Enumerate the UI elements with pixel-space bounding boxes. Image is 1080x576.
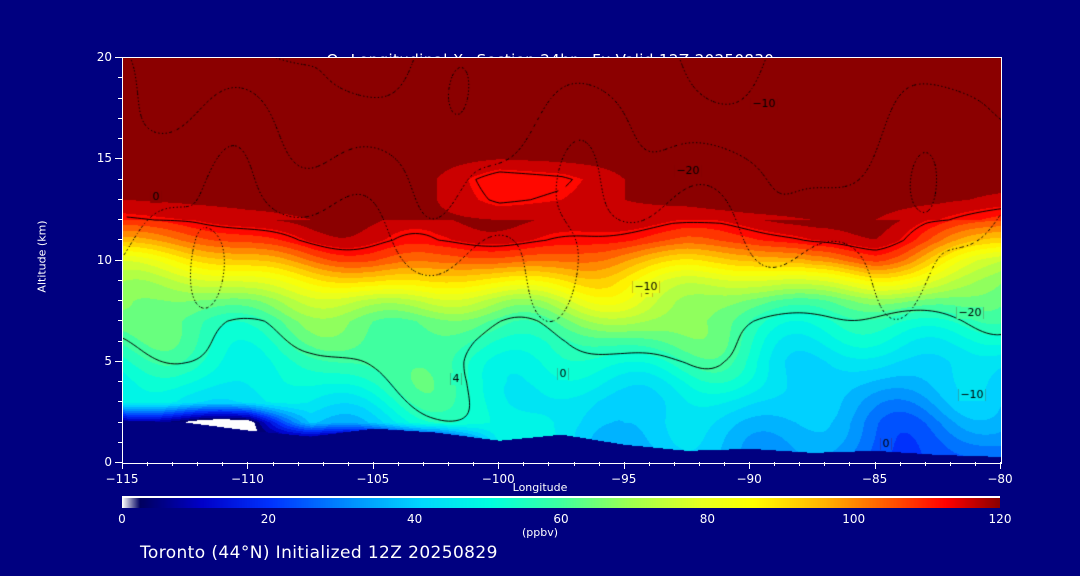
footer-caption: Toronto (44°N) Initialized 12Z 20250829: [140, 543, 498, 563]
x-tick-label: −80: [987, 472, 1013, 486]
y-tick-minor: [118, 97, 122, 99]
x-tick-minor: [724, 462, 726, 466]
x-tick-minor: [423, 462, 425, 466]
y-tick-minor: [118, 219, 122, 220]
y-tick-major: [115, 158, 122, 160]
y-tick-major: [115, 57, 122, 58]
x-tick-minor: [397, 462, 399, 466]
y-tick-label: 10: [96, 252, 112, 267]
x-tick-minor: [448, 462, 450, 466]
colorbar-tick-label: 100: [842, 512, 866, 526]
x-tick-minor: [974, 462, 976, 466]
x-tick-label: −90: [736, 472, 762, 486]
x-tick-minor: [172, 462, 174, 466]
x-axis-title: Longitude: [512, 481, 568, 494]
y-tick-label: 15: [96, 151, 112, 166]
colorbar-gradient: [122, 496, 1000, 508]
x-tick-minor: [297, 462, 299, 466]
y-tick-label: 20: [96, 50, 112, 64]
colorbar-tick-label: 0: [118, 512, 126, 526]
y-tick-minor: [118, 117, 122, 119]
x-tick-minor: [598, 462, 600, 466]
colorbar-top-rule: [122, 496, 1000, 498]
x-tick-minor: [272, 462, 274, 466]
y-tick-minor: [118, 138, 122, 139]
x-tick-minor: [924, 462, 926, 466]
y-tick-minor: [118, 421, 122, 423]
x-tick-minor: [322, 462, 324, 466]
y-tick-minor: [118, 239, 122, 241]
x-tick-label: −95: [611, 472, 637, 486]
x-tick-label: −100: [481, 472, 515, 486]
y-tick-major: [115, 462, 122, 463]
x-tick-minor: [949, 462, 951, 466]
x-tick-major: [372, 462, 374, 469]
colorbar-tick-label: 40: [407, 512, 423, 526]
x-tick-major: [247, 462, 249, 469]
y-tick-minor: [118, 279, 122, 281]
x-tick-minor: [548, 462, 550, 466]
x-tick-minor: [147, 462, 149, 466]
x-tick-label: −85: [861, 472, 888, 486]
plot-area[interactable]: [122, 57, 1002, 464]
y-tick-minor: [118, 178, 122, 180]
colorbar-units-label: (ppbv): [521, 526, 559, 539]
colorbar-tick-label: 60: [553, 512, 569, 526]
y-tick-label: 0: [104, 455, 112, 469]
x-tick-label: −115: [105, 472, 139, 486]
ozone-cross-section-heatmap: [123, 58, 1001, 463]
colorbar-tick-label: 120: [988, 512, 1012, 526]
colorbar[interactable]: [122, 496, 1000, 508]
x-tick-major: [623, 462, 625, 469]
y-tick-label: 5: [104, 353, 112, 368]
x-tick-minor: [698, 462, 700, 466]
y-tick-major: [115, 259, 122, 261]
x-tick-minor: [774, 462, 776, 466]
x-tick-major: [749, 462, 751, 469]
x-tick-minor: [648, 462, 650, 466]
x-tick-label: −105: [356, 472, 390, 486]
x-tick-minor: [197, 462, 199, 466]
y-tick-minor: [118, 381, 122, 382]
x-tick-minor: [473, 462, 475, 466]
y-tick-minor: [118, 320, 122, 322]
x-tick-minor: [222, 462, 224, 466]
x-tick-minor: [849, 462, 851, 466]
x-tick-minor: [899, 462, 901, 466]
x-tick-major: [1000, 462, 1001, 469]
x-tick-major: [874, 462, 876, 469]
x-tick-minor: [573, 462, 575, 466]
y-tick-minor: [118, 300, 122, 301]
x-tick-minor: [673, 462, 675, 466]
x-tick-minor: [824, 462, 826, 466]
x-tick-minor: [523, 462, 525, 466]
x-tick-label: −110: [230, 472, 264, 486]
colorbar-tick-label: 20: [260, 512, 276, 526]
y-tick-minor: [118, 198, 122, 200]
y-tick-minor: [118, 340, 122, 342]
y-tick-minor: [118, 401, 122, 403]
y-tick-minor: [118, 441, 122, 443]
y-tick-major: [115, 360, 122, 362]
y-tick-minor: [118, 77, 122, 79]
x-tick-major: [498, 462, 500, 469]
x-tick-minor: [347, 462, 349, 466]
x-tick-minor: [799, 462, 801, 466]
x-tick-major: [122, 462, 123, 469]
y-axis-title: Altitude (km): [35, 220, 49, 293]
colorbar-tick-label: 80: [699, 512, 715, 526]
